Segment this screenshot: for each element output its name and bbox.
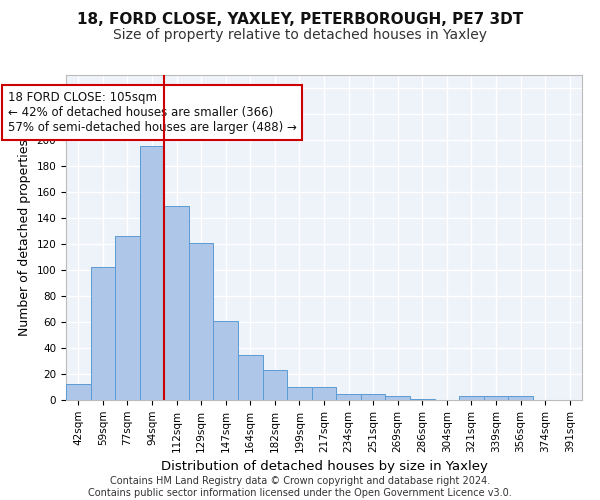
Bar — [361, 394, 385, 400]
Bar — [91, 268, 115, 400]
Bar — [459, 396, 484, 400]
Bar — [115, 236, 140, 400]
Bar — [410, 398, 434, 400]
Bar — [484, 396, 508, 400]
Bar — [263, 370, 287, 400]
Text: 18, FORD CLOSE, YAXLEY, PETERBOROUGH, PE7 3DT: 18, FORD CLOSE, YAXLEY, PETERBOROUGH, PE… — [77, 12, 523, 28]
Y-axis label: Number of detached properties: Number of detached properties — [18, 139, 31, 336]
Bar — [238, 354, 263, 400]
Bar — [312, 387, 336, 400]
Text: 18 FORD CLOSE: 105sqm
← 42% of detached houses are smaller (366)
57% of semi-det: 18 FORD CLOSE: 105sqm ← 42% of detached … — [8, 90, 296, 134]
Bar — [508, 396, 533, 400]
Text: Size of property relative to detached houses in Yaxley: Size of property relative to detached ho… — [113, 28, 487, 42]
Text: Contains HM Land Registry data © Crown copyright and database right 2024.
Contai: Contains HM Land Registry data © Crown c… — [88, 476, 512, 498]
Bar — [287, 387, 312, 400]
Bar — [189, 242, 214, 400]
X-axis label: Distribution of detached houses by size in Yaxley: Distribution of detached houses by size … — [161, 460, 487, 473]
Bar — [140, 146, 164, 400]
Bar — [336, 394, 361, 400]
Bar — [214, 320, 238, 400]
Bar — [66, 384, 91, 400]
Bar — [385, 396, 410, 400]
Bar — [164, 206, 189, 400]
